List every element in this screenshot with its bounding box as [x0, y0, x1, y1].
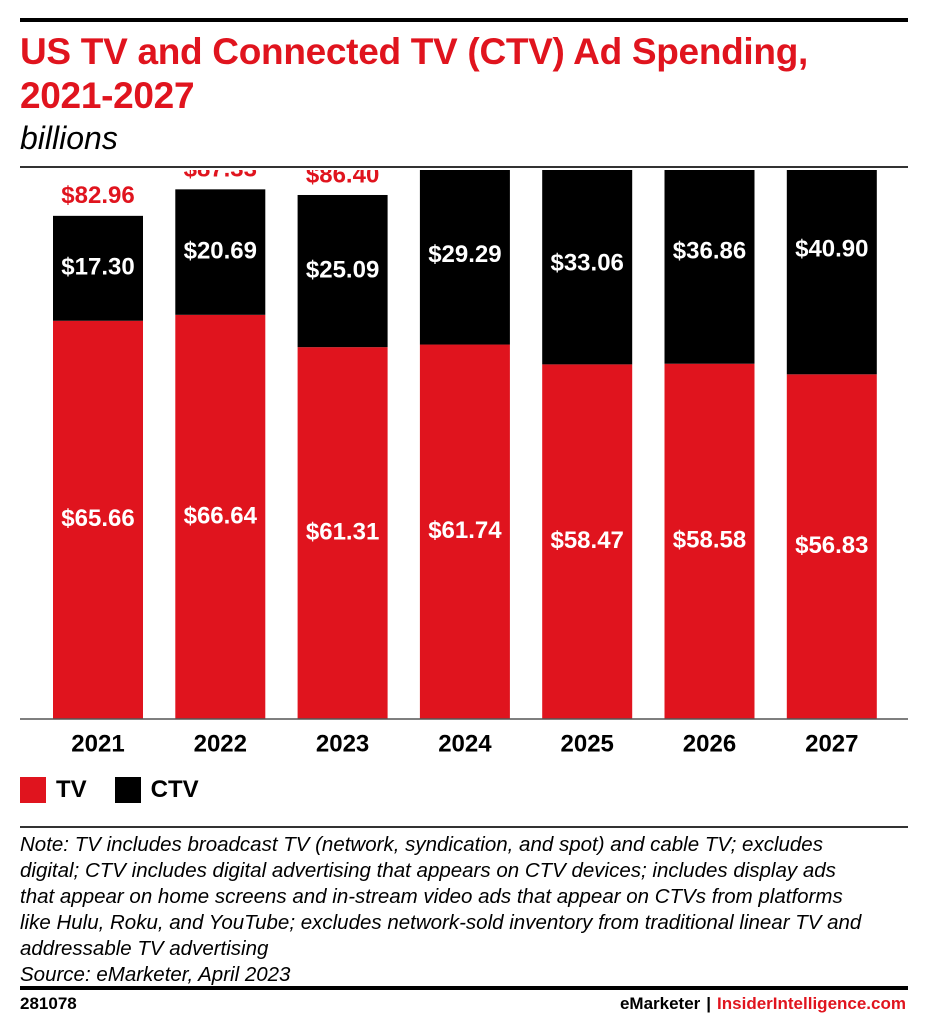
legend-label-tv: TV	[56, 776, 87, 803]
top-rule	[20, 18, 908, 22]
legend-swatch-ctv	[114, 777, 141, 803]
bar-ctv-2022	[175, 189, 266, 315]
legend-item-ctv: CTV	[114, 776, 199, 804]
bar-ctv-2025	[542, 170, 633, 365]
x-tick-2022: 2022	[194, 730, 247, 757]
bar-ctv-2023	[297, 194, 388, 348]
x-tick-2021: 2021	[71, 730, 124, 757]
bar-ctv-2027	[786, 170, 877, 375]
chart-title: US TV and Connected TV (CTV) Ad Spending…	[20, 31, 808, 116]
bar-ctv-2021	[53, 215, 143, 321]
legend-swatch-tv	[20, 777, 46, 803]
bar-label-ctv-2027: $40.90	[795, 236, 868, 263]
bar-label-tv-2022: $66.64	[184, 502, 258, 529]
note: Note: TV includes broadcast TV (network,…	[20, 832, 910, 988]
bar-label-tv-2027: $56.83	[795, 532, 868, 559]
brand-emarketer: eMarketer	[619, 994, 701, 1013]
note-line: Note: TV includes broadcast TV (network,…	[20, 833, 823, 856]
legend: TV CTV	[20, 772, 227, 808]
brand-separator: |	[706, 994, 712, 1013]
chart-id: 281078	[20, 994, 77, 1013]
bar-label-ctv-2021: $17.30	[61, 254, 134, 281]
bar-tv-2023	[297, 347, 388, 719]
bar-label-tv-2021: $65.66	[61, 505, 134, 532]
chart-subtitle: billions	[20, 120, 118, 156]
x-tick-2024: 2024	[438, 730, 492, 757]
x-tick-2025: 2025	[561, 730, 614, 757]
note-line: like Hulu, Roku, and YouTube; excludes n…	[20, 911, 862, 934]
bottom-rule	[20, 986, 908, 990]
note-line: addressable TV advertising	[20, 937, 269, 960]
note-line: that appear on home screens and in-strea…	[20, 885, 843, 908]
bar-tv-2025	[542, 364, 633, 719]
total-label-2022: $87.33	[184, 170, 257, 183]
x-tick-2027: 2027	[805, 730, 858, 757]
bar-chart: $65.66 $17.30 $82.96 2021 $66.64 $20.69 $87.33…	[20, 170, 908, 757]
legend-label-ctv: CTV	[150, 776, 199, 803]
bar-label-tv-2023: $61.31	[306, 518, 379, 545]
brand-insider-intelligence[interactable]: InsiderIntelligence.com	[717, 994, 906, 1013]
bar-label-ctv-2025: $33.06	[550, 249, 623, 276]
bar-ctv-2024	[419, 170, 510, 345]
bar-tv-2024	[419, 344, 510, 719]
legend-item-tv: TV	[20, 776, 87, 804]
bar-tv-2027	[786, 374, 877, 719]
bar-ctv-2026	[664, 170, 755, 364]
bar-tv-2026	[664, 363, 755, 719]
bar-label-tv-2024: $61.74	[428, 517, 502, 544]
bar-tv-2021	[53, 320, 143, 719]
bar-label-ctv-2024: $29.29	[428, 241, 501, 268]
bar-label-tv-2025: $58.47	[550, 527, 623, 554]
source-line: Source: eMarketer, April 2023	[20, 963, 291, 986]
bar-label-tv-2026: $58.58	[673, 527, 746, 554]
x-tick-2023: 2023	[316, 730, 369, 757]
bar-label-ctv-2023: $25.09	[306, 256, 379, 283]
bar-tv-2022	[175, 314, 266, 719]
subtitle-rule	[20, 166, 908, 168]
bar-label-ctv-2022: $20.69	[184, 237, 257, 264]
brand: eMarketer | InsiderIntelligence.com	[620, 994, 906, 1014]
total-label-2021: $82.96	[61, 182, 134, 209]
x-tick-2026: 2026	[683, 730, 736, 757]
bar-label-ctv-2026: $36.86	[673, 237, 746, 264]
note-line: digital; CTV includes digital advertisin…	[20, 859, 836, 882]
note-rule	[20, 826, 908, 828]
total-label-2023: $86.40	[306, 170, 379, 188]
